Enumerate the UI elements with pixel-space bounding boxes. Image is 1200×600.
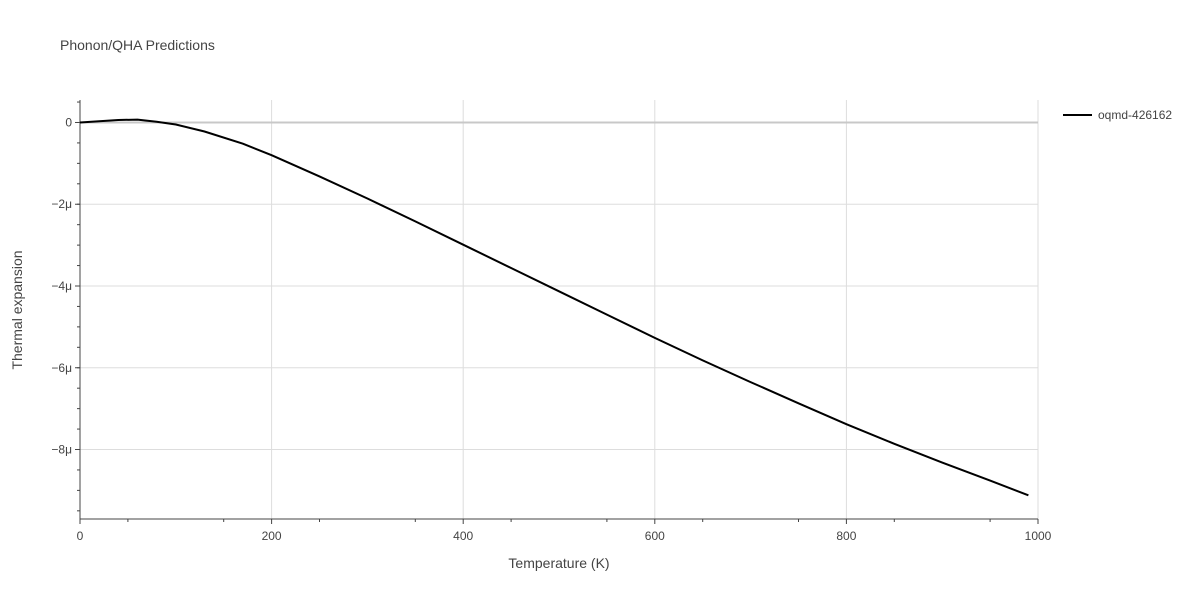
x-axis-title: Temperature (K) [508,555,609,571]
x-axis: 0 200 400 600 800 1000 [77,519,1052,543]
y-tick-label: −2μ [51,197,72,211]
x-tick-label: 600 [645,529,665,543]
y-axis: 0 −2μ −4μ −6μ −8μ [51,101,80,512]
x-tick-label: 400 [453,529,473,543]
y-tick-label: −6μ [51,361,72,375]
y-tick-label: 0 [65,115,72,129]
x-tick-label: 200 [262,529,282,543]
legend-label: oqmd-426162 [1098,108,1172,122]
y-tick-label: −4μ [51,279,72,293]
series-line-oqmd-426162 [79,118,1029,497]
legend[interactable]: oqmd-426162 [1063,108,1172,122]
y-tick-label: −8μ [51,443,72,457]
y-axis-title: Thermal expansion [9,250,25,369]
y-gridlines [80,121,1038,451]
chart-title: Phonon/QHA Predictions [60,37,215,53]
x-tick-label: 0 [77,529,84,543]
x-tick-label: 800 [836,529,856,543]
x-tick-label: 1000 [1025,529,1052,543]
